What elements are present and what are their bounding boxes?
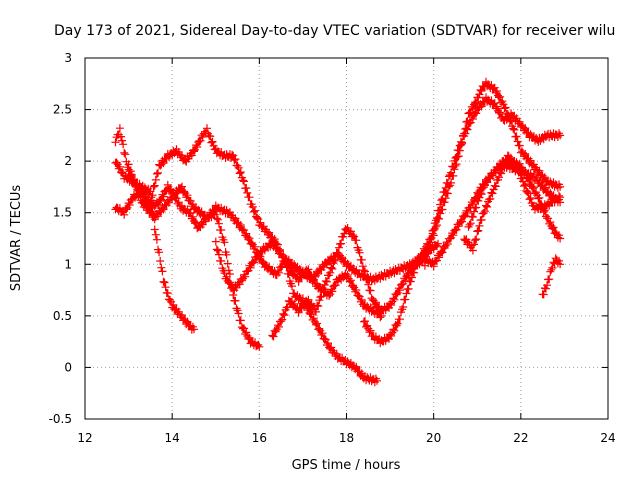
series-markers: [420, 93, 565, 270]
x-tick-label: 14: [165, 431, 180, 445]
series-sat-h: [420, 93, 565, 270]
data-series: [111, 77, 565, 387]
x-tick-label: 20: [426, 431, 441, 445]
x-tick-labels: 12 14 16 18 20 22 24: [77, 431, 615, 445]
series-sat-k: [538, 254, 565, 299]
y-tick-label: 2.5: [53, 103, 72, 117]
y-tick-label: 1: [64, 257, 72, 271]
series-markers: [211, 237, 386, 322]
y-tick-label: 0: [64, 360, 72, 374]
series-markers: [538, 254, 565, 299]
series-sat-j: [460, 151, 565, 255]
x-tick-label: 24: [600, 431, 615, 445]
y-axis-label: SDTVAR / TECUs: [9, 185, 24, 292]
y-tick-labels: -0.5 0 0.5 1 1.5 2 2.5 3: [49, 51, 72, 426]
series-markers: [460, 151, 565, 255]
x-tick-label: 18: [339, 431, 354, 445]
y-tick-label: -0.5: [49, 412, 72, 426]
x-axis-label: GPS time / hours: [292, 458, 401, 473]
y-tick-label: 1.5: [53, 206, 72, 220]
grid: [85, 58, 608, 419]
axis-ticks: [84, 57, 609, 420]
y-tick-label: 3: [64, 51, 72, 65]
y-tick-label: 2: [64, 154, 72, 168]
series-sat-e: [211, 237, 386, 322]
x-tick-label: 22: [513, 431, 528, 445]
x-tick-label: 12: [77, 431, 92, 445]
y-tick-label: 0.5: [53, 309, 72, 323]
x-tick-label: 16: [252, 431, 267, 445]
chart-title: Day 173 of 2021, Sidereal Day-to-day VTE…: [54, 23, 615, 39]
series-markers: [111, 124, 381, 387]
series-sat-c: [111, 124, 381, 387]
